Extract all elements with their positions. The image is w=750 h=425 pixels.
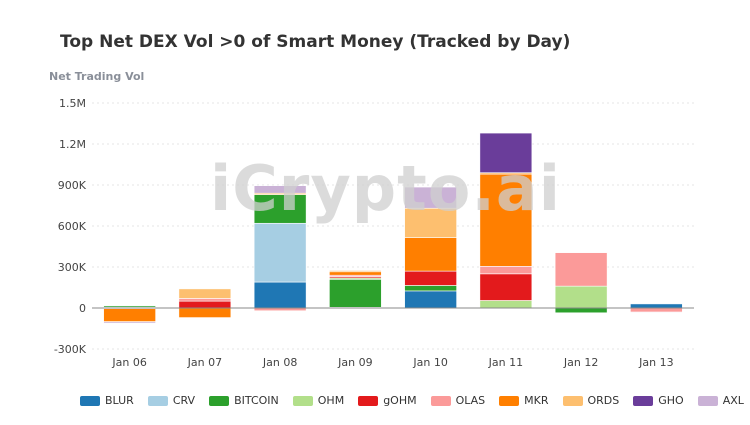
- y-tick-label: 1.2M: [59, 138, 86, 151]
- legend-swatch: [147, 395, 168, 406]
- bar-olas-jan-13[interactable]: [630, 307, 683, 313]
- legend-item-gho[interactable]: GHO: [633, 394, 684, 407]
- bar-gohm-jan-10[interactable]: [404, 270, 457, 286]
- bar-axl-jan-09[interactable]: [329, 269, 382, 271]
- legend-label: BITCOIN: [234, 394, 279, 407]
- legend-label: CRV: [172, 394, 196, 407]
- legend-label: OHM: [317, 394, 345, 407]
- y-tick-label: 300K: [58, 261, 87, 274]
- bar-blur-jan-13[interactable]: [630, 303, 683, 309]
- y-tick-label: 0: [79, 302, 86, 315]
- x-tick-label: Jan 12: [563, 356, 598, 369]
- legend-item-ords[interactable]: ORDS: [562, 394, 620, 407]
- bar-olas-jan-07[interactable]: [178, 298, 232, 302]
- y-tick-label: 1.5M: [59, 97, 86, 110]
- legend-swatch: [697, 395, 718, 406]
- bar-gho-jan-11[interactable]: [479, 132, 533, 174]
- y-tick-label: 900K: [58, 179, 87, 192]
- bar-ords-jan-07[interactable]: [178, 288, 232, 299]
- legend-swatch: [292, 395, 313, 406]
- bar-gohm-jan-11[interactable]: [479, 273, 533, 301]
- bar-blur-jan-08[interactable]: [253, 281, 307, 309]
- bar-mkr-jan-10[interactable]: [404, 237, 457, 272]
- y-axis-ticks: -300K 0 300K 600K 900K 1.2M 1.5M: [54, 97, 87, 356]
- bar-bitcoin-jan-09[interactable]: [329, 278, 382, 308]
- chart-title: Top Net DEX Vol >0 of Smart Money (Track…: [60, 32, 571, 52]
- x-tick-label: Jan 10: [412, 356, 447, 369]
- bar-bitcoin-jan-10[interactable]: [404, 285, 457, 292]
- bar-mkr-jan-07[interactable]: [178, 307, 232, 318]
- x-tick-label: Jan 11: [488, 356, 523, 369]
- y-axis-label: Net Trading Vol: [49, 70, 145, 83]
- legend-item-axl[interactable]: AXL: [697, 394, 744, 407]
- bar-mkr-jan-06[interactable]: [103, 308, 156, 322]
- bar-blur-jan-10[interactable]: [404, 290, 457, 309]
- legend-item-crv[interactable]: CRV: [147, 394, 196, 407]
- legend-label: gOHM: [383, 394, 417, 407]
- bar-axl-jan-13[interactable]: [630, 311, 683, 314]
- x-tick-label: Jan 08: [262, 356, 297, 369]
- legend-swatch: [430, 395, 451, 406]
- legend-label: MKR: [524, 394, 549, 407]
- bar-crv-jan-08[interactable]: [253, 222, 307, 283]
- legend-swatch: [209, 395, 230, 406]
- legend: BLUR CRV BITCOIN OHM gOHM OLAS MKR ORDS GHO AXL: [80, 394, 744, 407]
- legend-label: ORDS: [587, 394, 620, 407]
- x-axis-ticks: Jan 06 Jan 07 Jan 08 Jan 09 Jan 10 Jan 11 Jan …: [111, 356, 673, 369]
- x-tick-label: Jan 13: [638, 356, 673, 369]
- legend-item-mkr[interactable]: MKR: [499, 394, 549, 407]
- x-tick-label: Jan 07: [187, 356, 222, 369]
- bar-axl-jan-06[interactable]: [103, 321, 156, 324]
- legend-swatch: [499, 395, 520, 406]
- legend-item-gohm[interactable]: gOHM: [358, 394, 417, 407]
- legend-swatch: [633, 395, 654, 406]
- bar-axl-jan-10[interactable]: [404, 186, 457, 209]
- bar-olas-jan-11[interactable]: [479, 266, 533, 275]
- legend-item-olas[interactable]: OLAS: [430, 394, 486, 407]
- bar-bitcoin-jan-06[interactable]: [103, 305, 156, 308]
- legend-item-bitcoin[interactable]: BITCOIN: [209, 394, 279, 407]
- legend-swatch: [562, 395, 583, 406]
- bar-gohm-jan-07[interactable]: [178, 300, 232, 309]
- bar-ohm-jan-11[interactable]: [479, 300, 533, 309]
- legend-swatch: [80, 395, 100, 406]
- bar-mkr-jan-11[interactable]: [479, 173, 533, 267]
- bar-ords-jan-10[interactable]: [404, 207, 457, 238]
- legend-label: AXL: [722, 394, 744, 407]
- y-tick-label: -300K: [54, 343, 87, 356]
- bar-olas-jan-12[interactable]: [554, 252, 608, 287]
- legend-label: OLAS: [455, 394, 486, 407]
- y-tick-label: 600K: [58, 220, 87, 233]
- bars: [103, 132, 683, 324]
- bar-bitcoin-jan-12[interactable]: [554, 307, 608, 314]
- legend-item-blur[interactable]: BLUR: [80, 394, 134, 407]
- x-tick-label: Jan 06: [111, 356, 146, 369]
- bar-axl-jan-08[interactable]: [253, 185, 307, 194]
- legend-swatch: [358, 395, 379, 406]
- legend-label: GHO: [658, 394, 684, 407]
- legend-label: BLUR: [105, 394, 134, 407]
- bar-mkr-jan-09[interactable]: [329, 271, 382, 276]
- x-tick-label: Jan 09: [337, 356, 372, 369]
- legend-item-ohm[interactable]: OHM: [292, 394, 345, 407]
- bar-ohm-jan-12[interactable]: [554, 285, 608, 309]
- bar-bitcoin-jan-08[interactable]: [253, 194, 307, 224]
